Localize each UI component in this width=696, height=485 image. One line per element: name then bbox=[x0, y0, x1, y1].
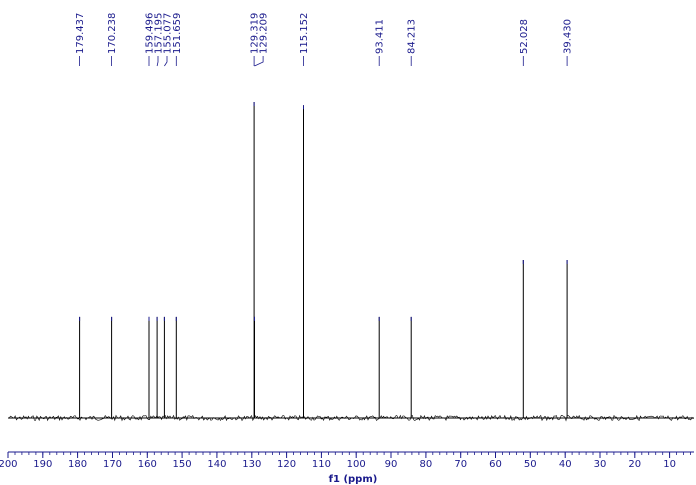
x-tick-label: 20 bbox=[628, 459, 641, 470]
peak-label: 159.496 bbox=[145, 13, 156, 54]
x-tick-label: 130 bbox=[242, 459, 261, 470]
x-tick-label: 190 bbox=[33, 459, 52, 470]
peak-label: 84.213 bbox=[407, 19, 418, 54]
peak-labels: 179.437 170.238 159.496157.195155.077151.6… bbox=[75, 13, 574, 67]
peak-label: 155.077 bbox=[163, 13, 174, 54]
peak-label: 179.437 bbox=[75, 13, 86, 54]
x-tick-label: 120 bbox=[277, 459, 296, 470]
peak-label: 170.238 bbox=[107, 13, 118, 54]
x-tick-label: 180 bbox=[68, 459, 87, 470]
peak-label: 52.028 bbox=[519, 19, 530, 54]
x-tick-label: 50 bbox=[524, 459, 537, 470]
peak-label: 129.209 bbox=[259, 13, 270, 54]
x-tick-label: 60 bbox=[489, 459, 502, 470]
peak-label: 157.195 bbox=[154, 13, 165, 54]
x-tick-label: 110 bbox=[312, 459, 331, 470]
baseline-noise bbox=[7, 414, 694, 422]
x-tick-label: 160 bbox=[138, 459, 157, 470]
peak-label-leader bbox=[254, 56, 264, 67]
peak-label: 151.659 bbox=[172, 13, 183, 54]
x-tick-label: 10 bbox=[663, 459, 676, 470]
x-tick-label: 140 bbox=[207, 459, 226, 470]
x-tick-label: 100 bbox=[347, 459, 366, 470]
x-tick-label: 40 bbox=[559, 459, 572, 470]
x-tick-label: 200 bbox=[0, 459, 18, 470]
peak-label: 93.411 bbox=[375, 19, 386, 54]
peak-label: 129.319 bbox=[250, 13, 261, 54]
x-tick-label: 70 bbox=[454, 459, 467, 470]
x-tick-label: 30 bbox=[594, 459, 607, 470]
x-axis-title: f1 (ppm) bbox=[329, 474, 378, 485]
peak-label-leader bbox=[156, 56, 159, 67]
x-tick-label: 90 bbox=[385, 459, 398, 470]
x-axis: 200 190 180 170 160 150 140 130 120 110 100 90 80 70 6… bbox=[0, 451, 694, 470]
x-tick-label: 80 bbox=[420, 459, 433, 470]
x-tick-label: 150 bbox=[173, 459, 192, 470]
peak-label: 39.430 bbox=[563, 19, 574, 54]
peak-label-leader bbox=[164, 56, 168, 67]
spectrum-baseline bbox=[7, 414, 694, 422]
spectrum-peaks bbox=[79, 102, 568, 418]
peak-label: 115.152 bbox=[299, 13, 310, 54]
x-tick-label: 170 bbox=[103, 459, 122, 470]
